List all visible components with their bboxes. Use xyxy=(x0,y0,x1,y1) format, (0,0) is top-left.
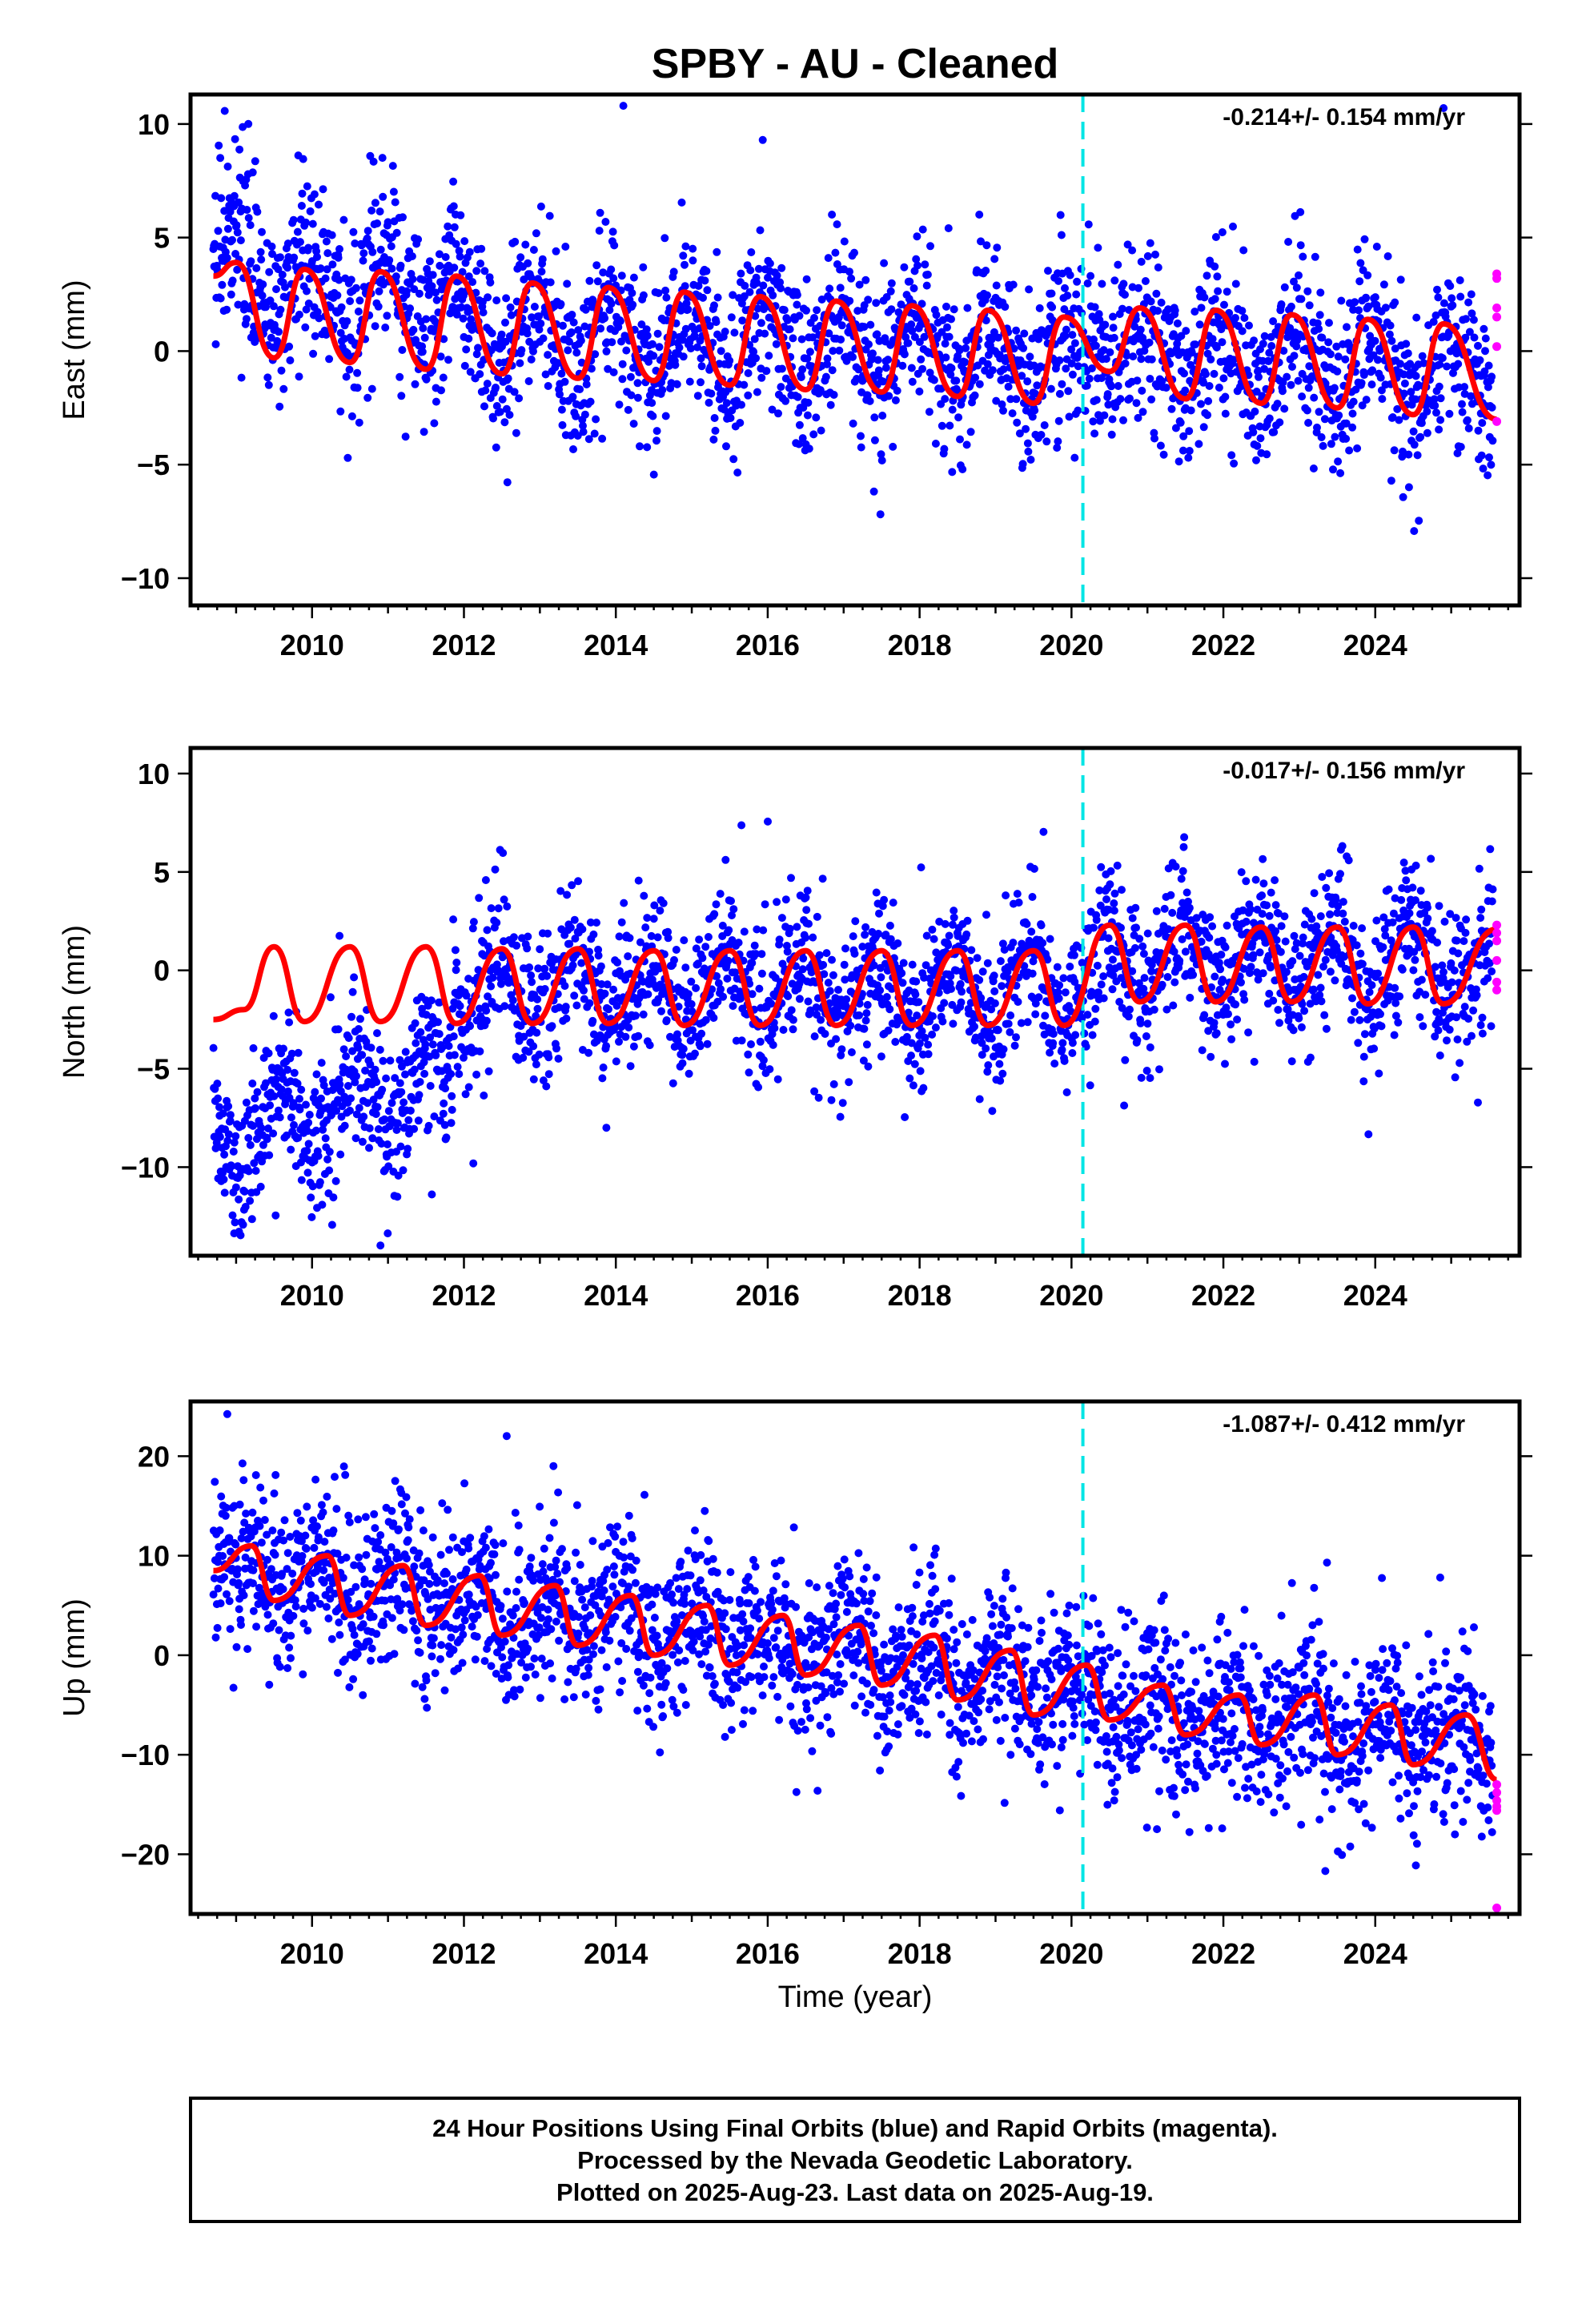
model-fit-line xyxy=(213,922,1498,1028)
y-axis-label: East (mm) xyxy=(58,279,91,420)
velocity-annotation: -1.087+/- 0.412 mm/yr xyxy=(1223,1411,1465,1437)
x-tick-label: 2016 xyxy=(736,1937,800,1970)
velocity-annotation: -0.017+/- 0.156 mm/yr xyxy=(1223,758,1465,784)
rapid-orbit-point xyxy=(1492,1787,1502,1797)
up-panel: 2010 2012 2014 2016 2018 2020 2022 2024 −20 −10 0 1… xyxy=(58,1399,1532,1970)
rapid-orbit-point xyxy=(1492,304,1502,313)
rapid-orbit-point xyxy=(1492,1806,1502,1815)
y-tick-label: −20 xyxy=(121,1838,170,1871)
chart-title: SPBY - AU - Cleaned xyxy=(652,41,1059,87)
plot-frame xyxy=(188,746,1522,1258)
rapid-orbit-point xyxy=(1492,928,1502,938)
y-tick-label: 20 xyxy=(138,1440,170,1473)
y-tick-label: −10 xyxy=(121,1739,170,1771)
x-tick-label: 2012 xyxy=(432,1937,496,1970)
east-final-points xyxy=(209,102,1497,536)
rapid-orbit-point xyxy=(1492,342,1502,352)
y-axis-label: North (mm) xyxy=(58,925,91,1079)
x-tick-label: 2012 xyxy=(432,629,496,661)
y-tick-label: −10 xyxy=(121,562,170,595)
x-tick-label: 2022 xyxy=(1191,1937,1255,1970)
x-tick-label: 2024 xyxy=(1343,1279,1407,1312)
caption-line-3: Plotted on 2025-Aug-23. Last data on 202… xyxy=(556,2178,1154,2206)
rapid-orbit-point xyxy=(1492,920,1502,930)
x-tick-label: 2012 xyxy=(432,1279,496,1312)
final-orbit-dots xyxy=(209,1409,1497,1876)
y-tick-label: 0 xyxy=(154,955,170,987)
x-tick-label: 2018 xyxy=(888,1279,952,1312)
x-tick-label: 2010 xyxy=(280,1937,344,1970)
x-tick-label: 2020 xyxy=(1039,629,1103,661)
caption-line-1: 24 Hour Positions Using Final Orbits (bl… xyxy=(432,2114,1278,2142)
final-orbit-dots xyxy=(209,102,1497,536)
x-tick-label: 2014 xyxy=(584,1279,648,1312)
x-tick-label: 2024 xyxy=(1343,1937,1407,1970)
y-tick-label: 5 xyxy=(154,856,170,889)
final-orbit-dots xyxy=(209,817,1497,1250)
rapid-orbit-point xyxy=(1492,1904,1502,1913)
caption-box: 24 Hour Positions Using Final Orbits (bl… xyxy=(189,2097,1521,2223)
rapid-orbit-point xyxy=(1492,312,1502,322)
east-panel: 2010 2012 2014 2016 2018 2020 2022 2024 −10 −5 0 5 1… xyxy=(58,92,1532,661)
y-tick-label: 10 xyxy=(138,108,170,141)
rapid-orbit-point xyxy=(1492,416,1502,426)
north-panel: 2010 2012 2014 2016 2018 2020 2022 2024 −10 −5 0 5 1… xyxy=(58,746,1532,1312)
y-tick-label: 10 xyxy=(138,1540,170,1573)
plot-frame xyxy=(188,92,1522,608)
x-tick-label: 2016 xyxy=(736,629,800,661)
x-tick-label: 2020 xyxy=(1039,1937,1103,1970)
y-tick-label: 0 xyxy=(154,1639,170,1672)
y-axis-label: Up (mm) xyxy=(58,1598,91,1717)
x-tick-label: 2010 xyxy=(280,1279,344,1312)
north-final-points xyxy=(209,817,1497,1250)
rapid-orbit-point xyxy=(1492,985,1502,995)
up-final-points xyxy=(209,1409,1497,1876)
plot-frame xyxy=(188,1399,1522,1916)
model-fit-line xyxy=(213,1542,1498,1783)
x-tick-label: 2016 xyxy=(736,1279,800,1312)
velocity-annotation: -0.214+/- 0.154 mm/yr xyxy=(1223,104,1465,131)
x-tick-label: 2024 xyxy=(1343,629,1407,661)
y-tick-label: −10 xyxy=(121,1151,170,1184)
y-tick-label: 0 xyxy=(154,335,170,368)
x-tick-label: 2018 xyxy=(888,629,952,661)
model-fit-line xyxy=(213,259,1498,422)
x-tick-label: 2014 xyxy=(584,1937,648,1970)
y-tick-label: −5 xyxy=(137,448,170,481)
x-tick-label: 2018 xyxy=(888,1937,952,1970)
rapid-orbit-point xyxy=(1492,274,1502,283)
y-tick-label: 5 xyxy=(154,222,170,255)
rapid-orbit-point xyxy=(1492,1779,1502,1789)
x-tick-label: 2022 xyxy=(1191,1279,1255,1312)
x-tick-label: 2010 xyxy=(280,629,344,661)
x-tick-label: 2020 xyxy=(1039,1279,1103,1312)
rapid-orbit-point xyxy=(1492,977,1502,987)
rapid-orbit-point xyxy=(1492,955,1502,965)
y-tick-label: −5 xyxy=(137,1053,170,1086)
caption-line-2: Processed by the Nevada Geodetic Laborat… xyxy=(577,2146,1133,2174)
rapid-orbit-point xyxy=(1492,936,1502,946)
x-tick-label: 2022 xyxy=(1191,629,1255,661)
x-axis-label: Time (year) xyxy=(778,1980,933,2014)
y-tick-label: 10 xyxy=(138,758,170,790)
x-tick-label: 2014 xyxy=(584,629,648,661)
